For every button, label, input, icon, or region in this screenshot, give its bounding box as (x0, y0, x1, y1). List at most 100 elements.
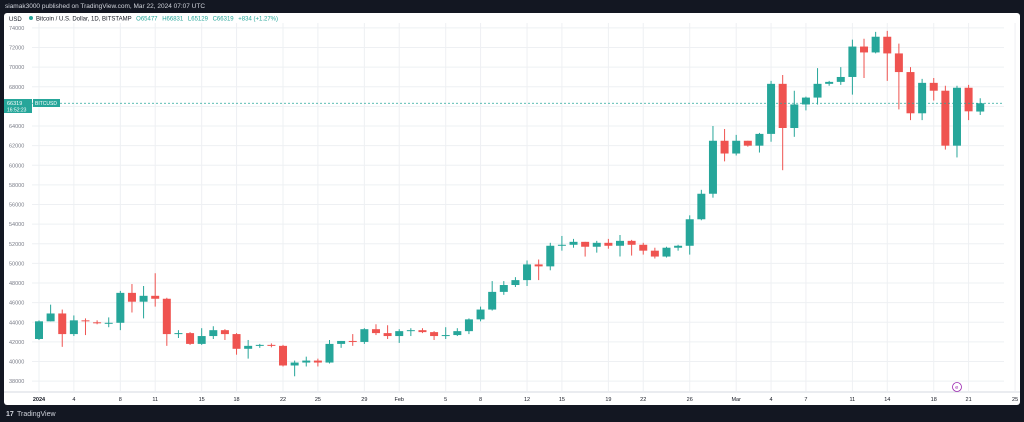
candle-up (848, 39, 857, 95)
candle-down (81, 318, 90, 336)
candle-body (708, 140, 717, 194)
candle-body (232, 334, 241, 349)
y-tick-label: 54000 (9, 222, 24, 228)
candle-body (290, 362, 299, 366)
candle-body (441, 335, 450, 337)
candle-up (697, 189, 706, 221)
candle-body (581, 241, 590, 247)
candle-down (534, 259, 543, 281)
chart-frame[interactable]: 38000 40000 42000 44000 46000 48000 50000 52000… (4, 13, 1020, 405)
price-axis[interactable]: 38000 40000 42000 44000 46000 48000 50000 52000… (9, 26, 24, 385)
candle-up (616, 234, 624, 257)
candle-up (46, 304, 55, 322)
candle-up (406, 328, 415, 337)
candle-body (139, 295, 148, 302)
x-tick-label: 11 (152, 397, 158, 403)
candle-body (813, 83, 822, 98)
candle-down (418, 328, 427, 334)
footer: 17 TradingView (0, 408, 1024, 422)
x-tick-label: 18 (233, 397, 239, 403)
candle-up (174, 330, 183, 339)
x-tick-label: 29 (361, 397, 367, 403)
y-tick-label: 70000 (9, 65, 24, 71)
legend-title: Bitcoin / U.S. Dollar, 1D, BITSTAMP (36, 17, 132, 23)
candle-body (534, 264, 543, 267)
candle-body (371, 329, 380, 334)
y-tick-label: 72000 (9, 46, 24, 52)
candle-up (360, 328, 369, 344)
candle-down (941, 85, 950, 150)
candle-body (743, 140, 752, 146)
candle-body (697, 193, 706, 220)
candle-up (836, 67, 845, 85)
candle-body (639, 244, 648, 251)
candle-body (395, 331, 404, 337)
candle-body (801, 97, 810, 105)
candle-down (162, 297, 171, 346)
candle-body (406, 330, 415, 332)
status-dot-icon (29, 16, 33, 20)
candle-down (743, 140, 752, 147)
x-tick-label: 14 (884, 397, 890, 403)
candle-down (860, 38, 869, 78)
x-tick-label: 11 (850, 397, 856, 403)
candle-body (941, 90, 950, 146)
candle-down (430, 331, 439, 340)
candle-body (116, 292, 125, 323)
candle-body (127, 292, 136, 302)
candle-up (708, 126, 717, 198)
candle-down (929, 77, 938, 101)
candle-down (778, 75, 787, 171)
candle-up (662, 246, 671, 258)
tradingview-logo-icon: 17 (6, 411, 14, 418)
time-axis[interactable]: 2024 4 8 11 15 18 22 25 29 Feb 5 8 12 15 19 22 26 Mar 4 7 11… (33, 397, 1018, 403)
candle-up (918, 78, 927, 121)
candle-body (453, 331, 462, 336)
y-tick-label: 52000 (9, 242, 24, 248)
candle-body (860, 46, 869, 53)
x-tick-label: 22 (640, 397, 646, 403)
candle-up (523, 260, 532, 286)
candle-body (871, 36, 880, 53)
x-tick-label: 19 (605, 397, 611, 403)
candle-body (569, 241, 578, 245)
candle-body (825, 81, 834, 84)
candle-up (592, 240, 601, 253)
candle-down (964, 84, 973, 121)
candle-up (337, 340, 346, 348)
candle-body (511, 280, 520, 286)
candle-body (883, 36, 892, 54)
candle-body (720, 140, 729, 154)
candle-body (918, 82, 927, 114)
candle-body (778, 83, 787, 129)
candle-body (348, 340, 357, 342)
candle-body (69, 320, 78, 335)
candle-up (69, 315, 78, 337)
x-tick-label: 7 (804, 397, 807, 403)
candle-up (395, 329, 404, 343)
candle-body (848, 46, 857, 77)
candle-down (220, 329, 229, 340)
candlestick-chart[interactable]: 38000 40000 42000 44000 46000 48000 50000 52000… (4, 13, 1020, 405)
candle-up (511, 277, 520, 287)
candle-down (650, 247, 659, 259)
publish-header: siamak3000 published on TradingView.com,… (0, 0, 1024, 13)
candle-body (674, 245, 683, 248)
candle-body (279, 345, 288, 366)
x-tick-label: 15 (559, 397, 565, 403)
candle-body (104, 322, 113, 324)
x-tick-label: Feb (394, 397, 403, 403)
candle-up (325, 339, 334, 364)
candle-body (488, 291, 497, 310)
price-tag: 66319 16:52:23 BITCUSD (4, 99, 60, 114)
candle-body (964, 87, 973, 112)
candle-body (313, 360, 322, 363)
legend-change: +834 (+1.27%) (238, 17, 278, 23)
candle-up (499, 281, 508, 295)
candle-down (639, 242, 648, 255)
watermark-badge[interactable]: e (952, 382, 962, 392)
x-tick-label: 22 (280, 397, 286, 403)
svg-text:Bitcoin / U.S. Dollar, 1D, BIT: Bitcoin / U.S. Dollar, 1D, BITSTAMP O654… (36, 17, 278, 23)
candle-body (546, 245, 555, 267)
candle-body (383, 333, 392, 337)
